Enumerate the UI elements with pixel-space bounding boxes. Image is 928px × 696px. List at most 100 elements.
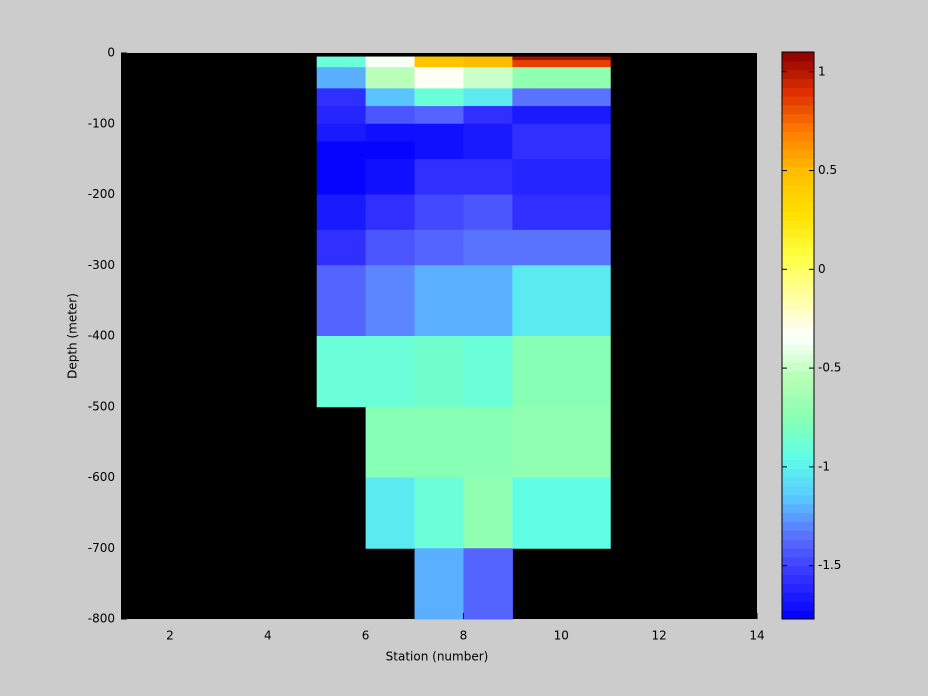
y-tick-label: -700 [88, 541, 115, 555]
colorbar-band [782, 114, 814, 124]
colorbar-band [782, 379, 814, 390]
colorbar-band [782, 362, 814, 372]
heatmap-cell [512, 141, 611, 160]
heatmap-cell [512, 159, 611, 195]
colorbar-band [782, 592, 814, 602]
colorbar-band [782, 140, 814, 150]
heatmap-cell [316, 123, 367, 142]
colorbar-band [782, 556, 814, 567]
colorbar-band [782, 264, 814, 274]
colorbar-band [782, 149, 814, 159]
heatmap-cell [365, 88, 416, 107]
colorbar-band [782, 370, 814, 381]
heatmap-cell [414, 477, 464, 549]
colorbar-band [782, 176, 814, 186]
y-tick-label: -200 [88, 187, 115, 201]
heatmap-cell [365, 229, 416, 266]
heatmap-cell [316, 67, 367, 89]
colorbar-band [782, 610, 814, 620]
colorbar-band [782, 397, 814, 407]
heatmap-cell [512, 229, 611, 266]
heatmap-cell [512, 123, 611, 142]
x-tick-label: 6 [362, 629, 370, 643]
colorbar-band [782, 574, 814, 585]
heatmap-cell [512, 67, 611, 89]
colorbar-band [782, 273, 814, 283]
y-axis-label: Depth (meter) [66, 293, 80, 379]
colorbar-band [782, 459, 814, 469]
heatmap-cell [414, 141, 464, 160]
heatmap-cell [463, 477, 513, 549]
colorbar-band [782, 326, 814, 336]
colorbar-band [782, 158, 814, 168]
heatmap-cell [463, 229, 513, 266]
heatmap-cell [414, 60, 464, 68]
colorbar-band [782, 122, 814, 133]
colorbar-tick-label: -1.5 [818, 558, 841, 572]
colorbar-band [782, 450, 814, 461]
colorbar-band [782, 548, 814, 558]
heatmap-cell [512, 106, 611, 125]
colorbar-band [782, 87, 814, 97]
colorbar-band [782, 78, 814, 88]
heatmap-cell [512, 194, 611, 231]
colorbar-band [782, 441, 814, 452]
heatmap-cell [365, 406, 416, 478]
heatmap-cell [316, 159, 367, 195]
x-tick-label: 14 [749, 629, 764, 643]
colorbar-band [782, 193, 814, 204]
heatmap-cell [365, 194, 416, 231]
heatmap-cell [463, 88, 513, 107]
heatmap-cell [316, 106, 367, 125]
colorbar-band [782, 255, 814, 266]
heatmap-cell [365, 60, 416, 68]
colorbar-band [782, 424, 814, 434]
heatmap-cell [512, 60, 611, 68]
colorbar-band [782, 60, 814, 71]
x-tick-label: 8 [460, 629, 468, 643]
colorbar-band [782, 52, 814, 62]
heatmap-cell [463, 265, 513, 337]
heatmap-cell [414, 123, 464, 142]
heatmap-cell [463, 56, 513, 61]
x-tick-label: 10 [554, 629, 569, 643]
heatmap-cell [316, 141, 367, 160]
colorbar-band [782, 291, 814, 301]
heatmap-cell [316, 88, 367, 107]
heatmap-cell [512, 56, 611, 61]
colorbar-band [782, 167, 814, 177]
colorbar-tick-label: 1 [818, 64, 826, 78]
heatmap-cell [365, 265, 416, 337]
colorbar-frame [781, 51, 815, 620]
colorbar-band [782, 432, 814, 443]
y-tick-label: -500 [88, 399, 115, 413]
heatmap-cell [463, 67, 513, 89]
colorbar-tick-label: 0 [818, 262, 826, 276]
heatmap-cell [463, 106, 513, 125]
y-tick-label: -800 [88, 612, 115, 626]
colorbar-band [782, 565, 814, 576]
heatmap-cell [414, 194, 464, 231]
colorbar-band [782, 539, 814, 549]
heatmap-cell [512, 406, 611, 478]
heatmap-cell [463, 548, 513, 620]
heatmap-cell [512, 265, 611, 337]
heatmap-cell [463, 194, 513, 231]
colorbar-band [782, 494, 814, 505]
x-tick-label: 12 [652, 629, 667, 643]
heatmap-cell [414, 56, 464, 61]
colorbar-band [782, 512, 814, 523]
x-tick-label: 2 [166, 629, 174, 643]
colorbar-band [782, 229, 814, 239]
y-tick-label: 0 [107, 46, 115, 60]
colorbar-band [782, 202, 814, 212]
colorbar-tick-label: -1 [818, 459, 830, 473]
colorbar-band [782, 300, 814, 310]
y-tick-label: -100 [88, 116, 115, 130]
heatmap-cell [365, 477, 416, 549]
colorbar-band [782, 96, 814, 106]
heatmap-cell [463, 406, 513, 478]
heatmap-cell [365, 123, 416, 142]
colorbar-band [782, 317, 814, 328]
colorbar-band [782, 308, 814, 319]
